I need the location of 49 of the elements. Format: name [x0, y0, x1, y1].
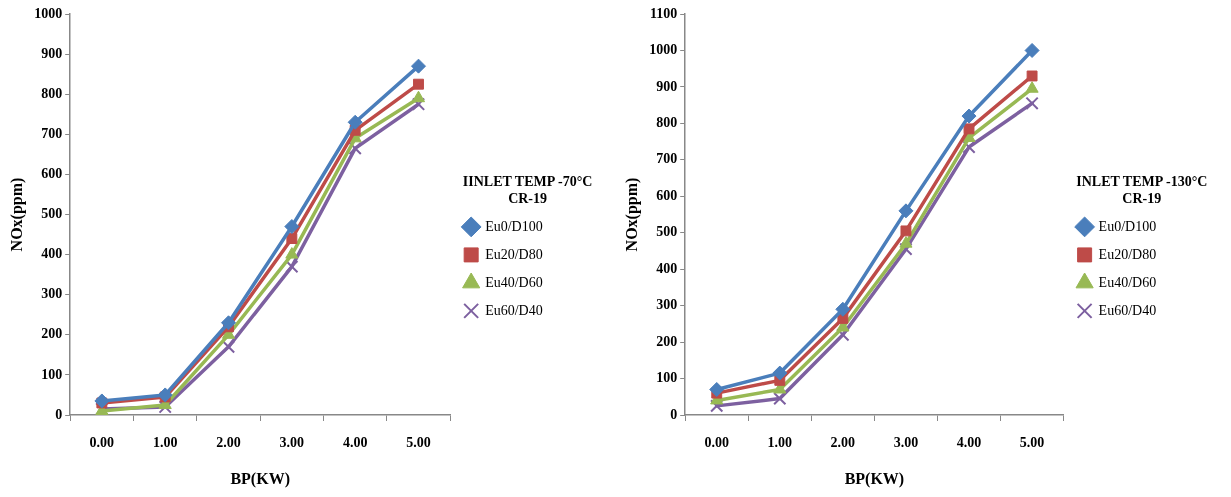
- y-tick-label: 800: [41, 85, 63, 101]
- y-tick-label: 0: [55, 406, 63, 422]
- y-tick-label: 900: [656, 78, 678, 94]
- y-tick-label: 900: [41, 45, 63, 61]
- legend-title: IINLET TEMP -70°C CR-19: [462, 173, 593, 206]
- y-axis-title: NOx(ppm): [622, 177, 641, 252]
- y-axis-title: NOx(ppm): [7, 177, 26, 252]
- legend-label: Eu60/D40: [485, 302, 543, 318]
- x-tick-label: 2.00: [830, 435, 856, 451]
- y-tick-label: 300: [41, 286, 63, 302]
- x-tick-label: 5.00: [1019, 435, 1045, 451]
- y-tick-label: 500: [41, 206, 63, 222]
- legend-label: Eu0/D100: [485, 218, 543, 234]
- y-tick-label: 100: [41, 366, 63, 382]
- legend-label: Eu0/D100: [1098, 218, 1157, 234]
- legend-label: Eu20/D80: [1098, 246, 1157, 262]
- y-tick-label: 1000: [649, 42, 678, 58]
- y-tick-label: 200: [41, 326, 63, 342]
- y-tick-label: 200: [656, 333, 678, 349]
- x-tick-label: 0.00: [89, 435, 115, 451]
- y-tick-label: 400: [656, 260, 678, 276]
- x-tick-label: 2.00: [216, 435, 241, 451]
- legend-label: Eu40/D60: [485, 274, 543, 290]
- x-tick-label: 0.00: [704, 435, 729, 451]
- y-tick-label: 300: [656, 297, 678, 313]
- y-tick-label: 500: [656, 224, 678, 240]
- y-tick-label: 1000: [34, 5, 63, 21]
- x-axis-title: BP(KW): [844, 469, 905, 488]
- x-tick-label: 4.00: [342, 435, 368, 451]
- x-tick-label: 3.00: [279, 435, 305, 451]
- y-tick-label: 600: [656, 187, 678, 203]
- y-tick-label: 100: [656, 370, 678, 386]
- y-tick-label: 600: [41, 166, 63, 182]
- legend-label: Eu20/D80: [485, 246, 543, 262]
- y-tick-label: 700: [41, 125, 63, 141]
- legend-label: Eu40/D60: [1098, 274, 1157, 290]
- x-tick-label: 1.00: [767, 435, 793, 451]
- y-tick-label: 0: [670, 406, 678, 422]
- x-tick-label: 3.00: [893, 435, 919, 451]
- legend-label: Eu60/D40: [1098, 302, 1157, 318]
- y-tick-label: 1100: [649, 5, 678, 21]
- x-tick-label: 4.00: [956, 435, 982, 451]
- y-tick-label: 800: [656, 114, 678, 130]
- x-axis-title: BP(KW): [230, 469, 290, 488]
- y-tick-label: 700: [656, 151, 678, 167]
- legend-title: INLET TEMP -130°C CR-19: [1076, 173, 1208, 206]
- y-tick-label: 400: [41, 246, 63, 262]
- x-tick-label: 1.00: [152, 435, 178, 451]
- x-tick-label: 5.00: [406, 435, 431, 451]
